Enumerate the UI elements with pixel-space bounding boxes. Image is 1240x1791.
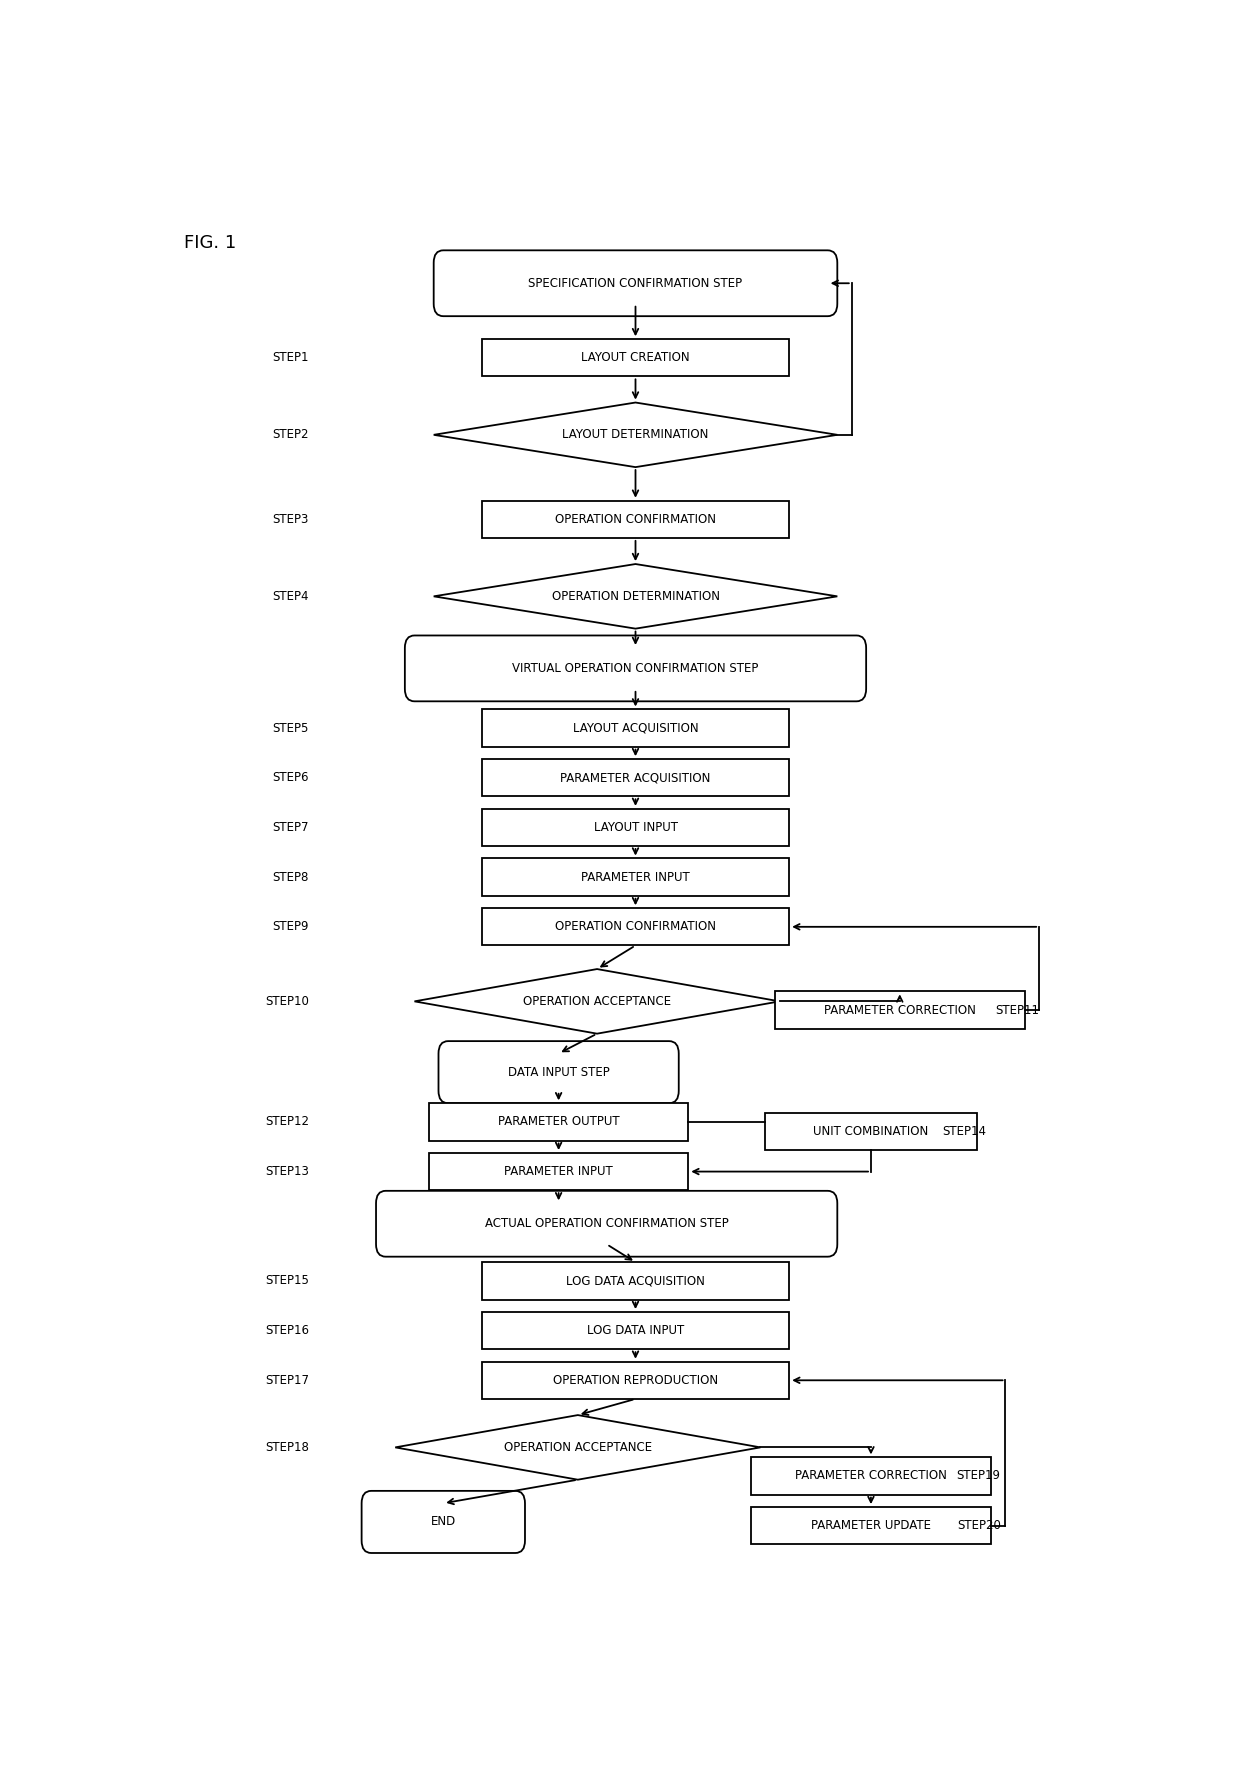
FancyBboxPatch shape bbox=[434, 251, 837, 317]
Bar bbox=[429, 1103, 688, 1141]
Text: END: END bbox=[430, 1515, 456, 1528]
Text: OPERATION REPRODUCTION: OPERATION REPRODUCTION bbox=[553, 1374, 718, 1386]
Text: STEP11: STEP11 bbox=[996, 1003, 1039, 1017]
Text: STEP1: STEP1 bbox=[273, 351, 309, 364]
Bar bbox=[481, 1361, 789, 1399]
Polygon shape bbox=[396, 1415, 760, 1479]
Text: PARAMETER INPUT: PARAMETER INPUT bbox=[505, 1166, 613, 1178]
Text: LAYOUT INPUT: LAYOUT INPUT bbox=[594, 820, 677, 835]
Text: OPERATION CONFIRMATION: OPERATION CONFIRMATION bbox=[556, 512, 715, 527]
Text: LAYOUT ACQUISITION: LAYOUT ACQUISITION bbox=[573, 722, 698, 734]
Text: STEP18: STEP18 bbox=[265, 1442, 309, 1454]
Bar bbox=[751, 1458, 991, 1495]
Text: STEP3: STEP3 bbox=[273, 512, 309, 527]
Bar bbox=[481, 908, 789, 946]
Polygon shape bbox=[434, 403, 837, 467]
Text: FIG. 1: FIG. 1 bbox=[184, 233, 236, 251]
Text: OPERATION CONFIRMATION: OPERATION CONFIRMATION bbox=[556, 921, 715, 933]
Bar bbox=[481, 338, 789, 376]
Text: STEP4: STEP4 bbox=[273, 589, 309, 604]
Text: LAYOUT DETERMINATION: LAYOUT DETERMINATION bbox=[562, 428, 709, 441]
FancyBboxPatch shape bbox=[376, 1191, 837, 1257]
Bar bbox=[481, 759, 789, 797]
Text: PARAMETER CORRECTION: PARAMETER CORRECTION bbox=[823, 1003, 976, 1017]
Text: PARAMETER INPUT: PARAMETER INPUT bbox=[582, 870, 689, 883]
Text: OPERATION ACCEPTANCE: OPERATION ACCEPTANCE bbox=[503, 1442, 652, 1454]
Text: STEP10: STEP10 bbox=[265, 994, 309, 1008]
Text: STEP20: STEP20 bbox=[957, 1519, 1001, 1531]
Text: STEP14: STEP14 bbox=[942, 1125, 986, 1139]
Text: STEP6: STEP6 bbox=[273, 772, 309, 784]
Bar bbox=[429, 1153, 688, 1191]
Text: STEP7: STEP7 bbox=[273, 820, 309, 835]
Text: PARAMETER ACQUISITION: PARAMETER ACQUISITION bbox=[560, 772, 711, 784]
Text: ACTUAL OPERATION CONFIRMATION STEP: ACTUAL OPERATION CONFIRMATION STEP bbox=[485, 1218, 729, 1230]
Text: STEP9: STEP9 bbox=[273, 921, 309, 933]
Bar bbox=[765, 1114, 977, 1150]
Text: PARAMETER UPDATE: PARAMETER UPDATE bbox=[811, 1519, 931, 1531]
FancyBboxPatch shape bbox=[439, 1041, 678, 1103]
Text: LOG DATA ACQUISITION: LOG DATA ACQUISITION bbox=[567, 1275, 704, 1288]
Text: STEP12: STEP12 bbox=[265, 1116, 309, 1128]
Bar bbox=[481, 810, 789, 845]
Text: STEP2: STEP2 bbox=[273, 428, 309, 441]
Bar bbox=[775, 992, 1024, 1028]
Bar bbox=[481, 858, 789, 896]
Bar bbox=[751, 1506, 991, 1544]
Bar bbox=[481, 501, 789, 537]
Text: PARAMETER OUTPUT: PARAMETER OUTPUT bbox=[497, 1116, 620, 1128]
FancyBboxPatch shape bbox=[362, 1490, 525, 1553]
Text: STEP8: STEP8 bbox=[273, 870, 309, 883]
Text: SPECIFICATION CONFIRMATION STEP: SPECIFICATION CONFIRMATION STEP bbox=[528, 278, 743, 290]
Bar bbox=[481, 709, 789, 747]
Text: PARAMETER CORRECTION: PARAMETER CORRECTION bbox=[795, 1469, 947, 1483]
Text: OPERATION ACCEPTANCE: OPERATION ACCEPTANCE bbox=[523, 994, 671, 1008]
Text: STEP19: STEP19 bbox=[957, 1469, 1001, 1483]
Text: STEP15: STEP15 bbox=[265, 1275, 309, 1288]
Text: LAYOUT CREATION: LAYOUT CREATION bbox=[582, 351, 689, 364]
Text: VIRTUAL OPERATION CONFIRMATION STEP: VIRTUAL OPERATION CONFIRMATION STEP bbox=[512, 663, 759, 675]
Text: OPERATION DETERMINATION: OPERATION DETERMINATION bbox=[552, 589, 719, 604]
Bar bbox=[481, 1263, 789, 1300]
Text: LOG DATA INPUT: LOG DATA INPUT bbox=[587, 1324, 684, 1338]
Polygon shape bbox=[434, 564, 837, 629]
Text: STEP17: STEP17 bbox=[265, 1374, 309, 1386]
Text: STEP5: STEP5 bbox=[273, 722, 309, 734]
FancyBboxPatch shape bbox=[404, 636, 866, 702]
Bar bbox=[481, 1313, 789, 1349]
Polygon shape bbox=[414, 969, 780, 1033]
Text: STEP13: STEP13 bbox=[265, 1166, 309, 1178]
Text: UNIT COMBINATION: UNIT COMBINATION bbox=[813, 1125, 929, 1139]
Text: DATA INPUT STEP: DATA INPUT STEP bbox=[507, 1066, 610, 1078]
Text: STEP16: STEP16 bbox=[265, 1324, 309, 1338]
